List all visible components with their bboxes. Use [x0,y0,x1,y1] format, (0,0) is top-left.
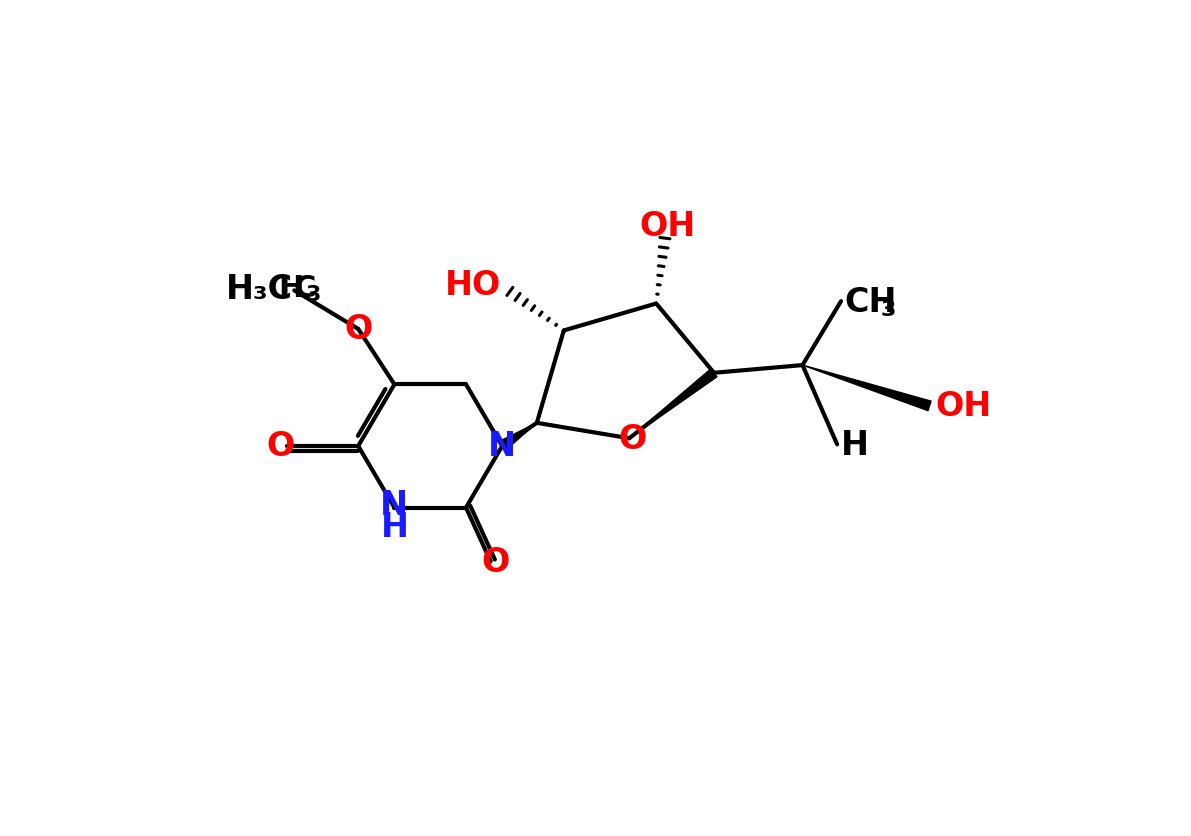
Text: 3: 3 [881,299,897,319]
Text: H: H [380,510,409,543]
Text: O: O [618,422,647,455]
Text: OH: OH [936,390,992,423]
Text: HO: HO [444,268,500,302]
Text: 3: 3 [305,285,320,305]
Text: O: O [481,545,510,579]
Text: N: N [380,488,409,522]
Text: O: O [344,313,373,346]
Polygon shape [629,370,717,439]
Text: OH: OH [640,210,696,243]
Text: O: O [267,430,294,463]
Polygon shape [803,365,931,411]
Text: C: C [294,273,317,303]
Text: H: H [841,428,869,461]
Text: H₃C: H₃C [225,273,293,306]
Text: H: H [279,273,304,303]
Text: CH: CH [844,285,897,319]
Text: N: N [488,430,516,463]
Polygon shape [499,423,537,451]
